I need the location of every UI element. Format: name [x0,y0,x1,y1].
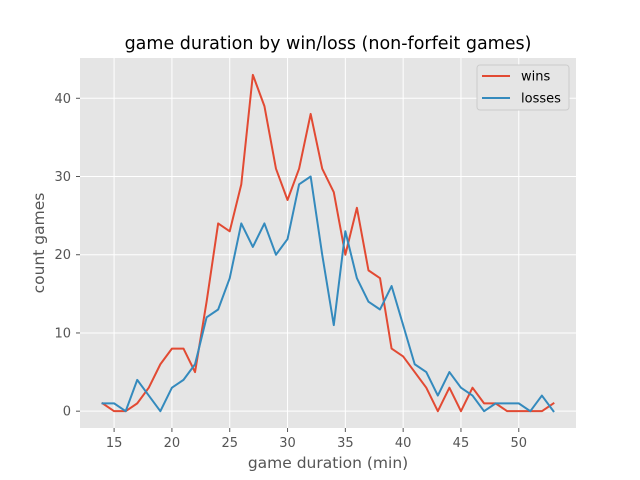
x-tick-label: 45 [453,436,470,451]
series-lines [101,73,555,413]
x-axis-label: game duration (min) [248,454,408,472]
plot-background [80,58,576,428]
x-axis-ticks: 15 20 25 30 35 40 45 50 [106,428,527,451]
x-tick-label: 35 [337,436,354,451]
y-tick-label: 0 [63,405,71,420]
x-tick-label: 40 [395,436,412,451]
legend-wins-label: wins [521,70,550,85]
legend-losses-label: losses [521,92,561,107]
x-tick-label: 15 [106,436,123,451]
x-tick-label: 50 [510,436,527,451]
y-axis-label: count games [30,193,48,294]
x-tick-label: 25 [221,436,238,451]
y-tick-label: 10 [54,326,71,341]
chart-title: game duration by win/loss (non-forfeit g… [125,34,532,54]
x-tick-label: 30 [279,436,296,451]
x-tick-label: 20 [164,436,181,451]
series-line-losses [101,175,555,413]
y-tick-label: 40 [54,92,71,107]
legend: wins losses [476,64,570,111]
y-axis-ticks: 0 10 20 30 40 [54,92,80,420]
series-line-wins [101,73,555,413]
y-tick-label: 30 [54,170,71,185]
y-tick-label: 20 [54,248,71,263]
